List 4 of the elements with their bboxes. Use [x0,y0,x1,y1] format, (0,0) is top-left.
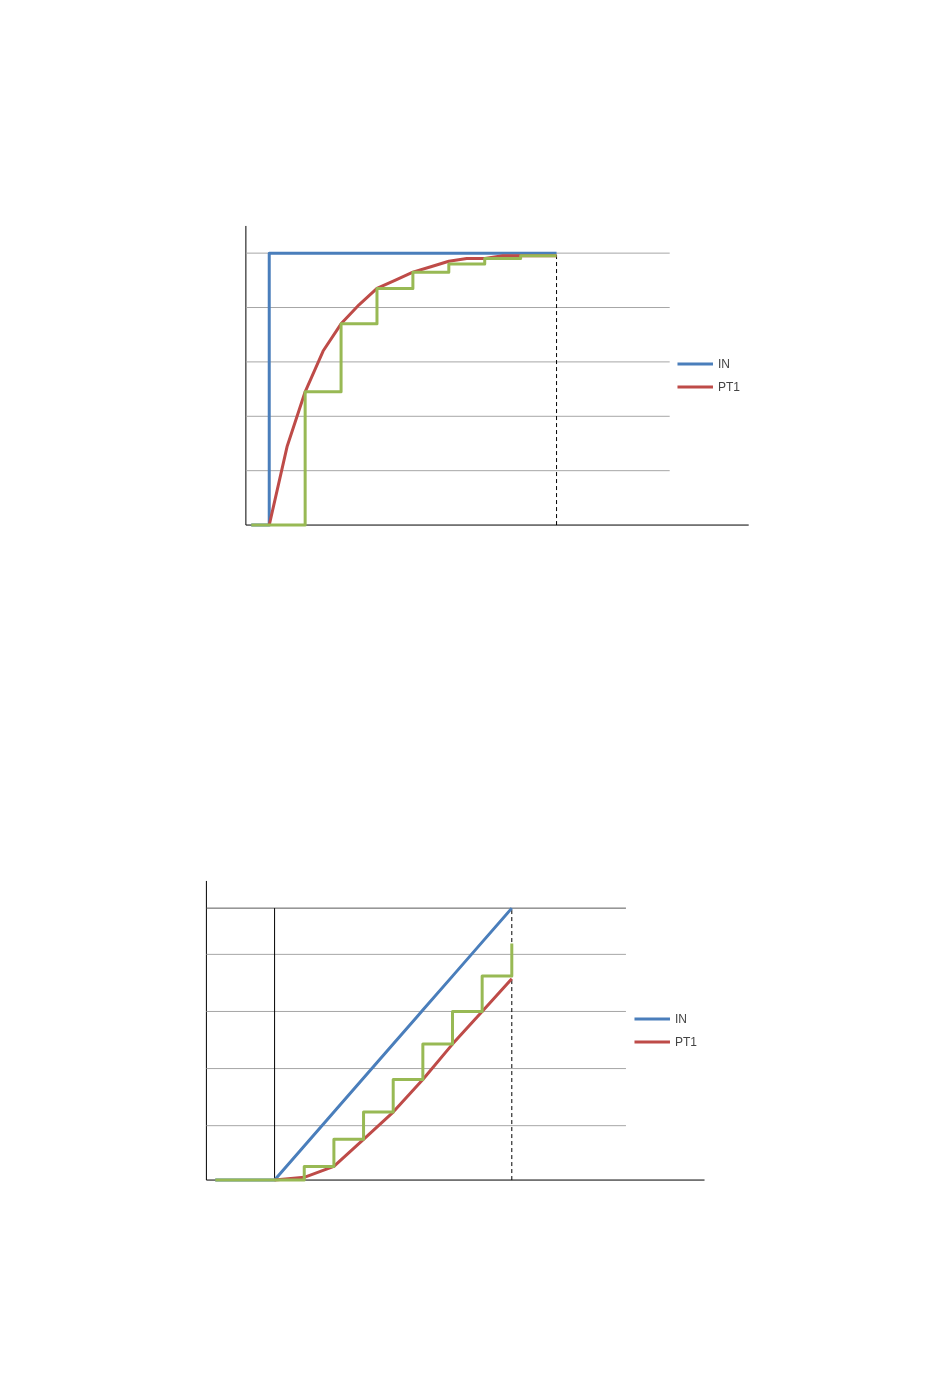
legend-label: PT1 [717,379,740,394]
legend-label: IN [717,356,731,371]
legend-label: IN [674,1011,688,1026]
legend-label: PT1 [674,1034,697,1049]
